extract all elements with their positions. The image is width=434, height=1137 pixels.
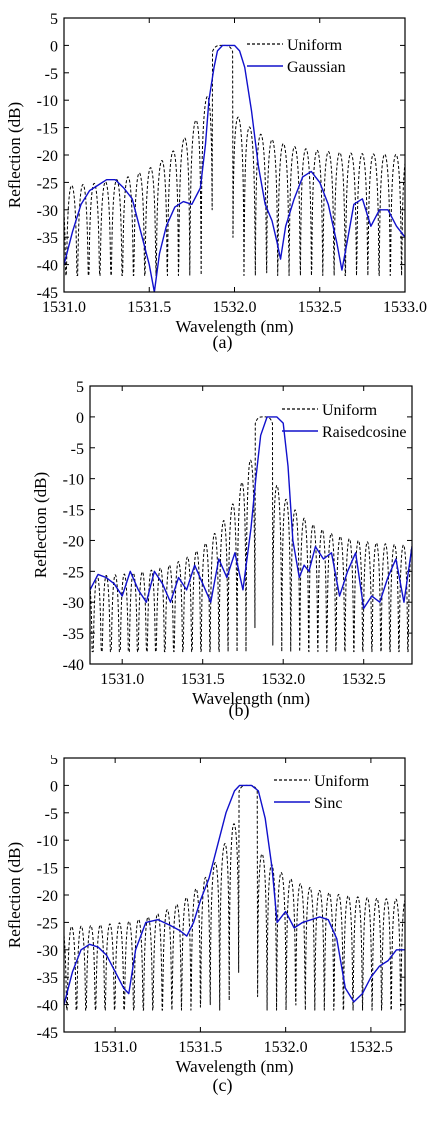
chart-a-ytick-label: -25 xyxy=(37,175,58,192)
chart-b-ytick-label: -5 xyxy=(71,441,84,458)
chart-b-ytick-label: -25 xyxy=(63,564,84,581)
chart-b-ytick-label: -30 xyxy=(63,595,84,612)
chart-b-ytick-label: -35 xyxy=(63,626,84,643)
chart-a-plot-frame xyxy=(63,17,406,293)
chart-c-legend-label-uniform: Uniform xyxy=(314,773,370,790)
chart-c-ytick-label: -45 xyxy=(37,1025,58,1042)
chart-b-ylabel: Reflection (dB) xyxy=(31,472,50,578)
chart-b-series-uniform-line xyxy=(90,416,412,653)
chart-c-xtick-label: 1532.0 xyxy=(264,1039,308,1056)
chart-a-legend-label-uniform: Uniform xyxy=(287,37,343,54)
chart-b-ytick-label: 5 xyxy=(76,379,84,396)
chart-c-series-uniform-line xyxy=(64,784,405,1011)
chart-b-ytick-label: -15 xyxy=(63,503,84,520)
chart-c-xtick-label: 1532.5 xyxy=(349,1039,393,1056)
chart-c-ytick-label: -10 xyxy=(37,833,58,850)
chart-panel-c: 5 0 -5 -10 -15 -20 -25 -30 -35 -40 -45 1531.0 1531.5… xyxy=(0,751,434,1132)
chart-c-legend-label-sinc: Sinc xyxy=(314,795,342,812)
chart-b-svg: 5 0 -5 -10 -15 -20 -25 -30 -35 -40 1531.0 1531.5 153… xyxy=(31,379,413,721)
chart-c-ytick-label: -30 xyxy=(37,943,58,960)
chart-c-caption: (c) xyxy=(213,1075,233,1096)
chart-a-ytick-label: 5 xyxy=(50,11,58,28)
chart-a-ytick-label: -40 xyxy=(37,258,58,275)
chart-c-xlabel: Wavelength (nm) xyxy=(175,1057,293,1076)
chart-c-ytick-label: -35 xyxy=(37,970,58,987)
chart-b-ytick-label: -40 xyxy=(63,657,84,674)
chart-a-series-uniform-line xyxy=(64,44,405,277)
chart-b-series-raisedcosine-line xyxy=(90,416,412,610)
chart-a-xtick-label: 1531.5 xyxy=(127,299,171,316)
chart-a-ytick-label: -15 xyxy=(37,121,58,138)
chart-b-ytick-label: 0 xyxy=(76,410,84,427)
chart-c-ytick-label: -25 xyxy=(37,915,58,932)
chart-a-xtick-label: 1532.0 xyxy=(213,299,257,316)
chart-b-legend-label-uniform: Uniform xyxy=(322,402,378,419)
chart-c-xtick-label: 1531.0 xyxy=(93,1039,137,1056)
chart-b-plot-frame xyxy=(89,385,413,665)
chart-a-caption: (a) xyxy=(213,332,233,353)
chart-c-series-sinc-line xyxy=(64,784,405,1005)
chart-a-xlabel: Wavelength (nm) xyxy=(175,317,293,336)
chart-a-ytick-label: -20 xyxy=(37,148,58,165)
chart-b-xtick-label: 1532.5 xyxy=(342,671,386,688)
chart-panel-a: 5 0 -5 -10 -15 -20 -25 -30 -35 -40 -45 1531.0 1531.5… xyxy=(0,0,434,378)
chart-c-ytick-label: -5 xyxy=(45,806,58,823)
chart-b-xtick-label: 1531.0 xyxy=(100,671,144,688)
chart-a-legend-label-gaussian: Gaussian xyxy=(287,59,346,76)
chart-c-ylabel: Reflection (dB) xyxy=(5,842,24,948)
chart-c-ytick-label: 0 xyxy=(50,778,58,795)
chart-panel-b: 5 0 -5 -10 -15 -20 -25 -30 -35 -40 1531.0 1531.5 153… xyxy=(0,378,434,755)
chart-a-ytick-label: -35 xyxy=(37,230,58,247)
chart-a-xtick-label: 1531.0 xyxy=(42,299,86,316)
chart-c-ytick-label: -20 xyxy=(37,888,58,905)
chart-a-ytick-label: -30 xyxy=(37,203,58,220)
chart-a-xtick-label: 1533.0 xyxy=(383,299,427,316)
chart-c-ytick-label: -40 xyxy=(37,998,58,1015)
chart-a-ytick-label: -10 xyxy=(37,93,58,110)
chart-a-ytick-label: -45 xyxy=(37,285,58,302)
chart-b-xtick-label: 1532.0 xyxy=(261,671,305,688)
chart-a-series-gaussian-line xyxy=(64,44,405,292)
chart-c-xtick-label: 1531.5 xyxy=(178,1039,222,1056)
chart-c-svg: 5 0 -5 -10 -15 -20 -25 -30 -35 -40 -45 1531.0 1531.5… xyxy=(5,751,406,1096)
chart-b-ytick-label: -10 xyxy=(63,472,84,489)
chart-b-ytick-label: -20 xyxy=(63,533,84,550)
chart-a-ytick-label: -5 xyxy=(45,66,58,83)
chart-a-ylabel: Reflection (dB) xyxy=(5,102,24,208)
chart-a-ytick-label: 0 xyxy=(50,38,58,55)
chart-c-ytick-label: 5 xyxy=(50,755,58,768)
chart-b-legend-label-raisedcosine: Raisedcosine xyxy=(322,424,406,441)
chart-a-xtick-label: 1532.5 xyxy=(298,299,342,316)
chart-c-ytick-label: -15 xyxy=(37,861,58,878)
chart-b-caption: (b) xyxy=(229,700,250,721)
chart-c-plot-frame xyxy=(63,757,406,1033)
chart-b-xlabel: Wavelength (nm) xyxy=(192,689,310,708)
chart-b-xtick-label: 1531.5 xyxy=(181,671,225,688)
